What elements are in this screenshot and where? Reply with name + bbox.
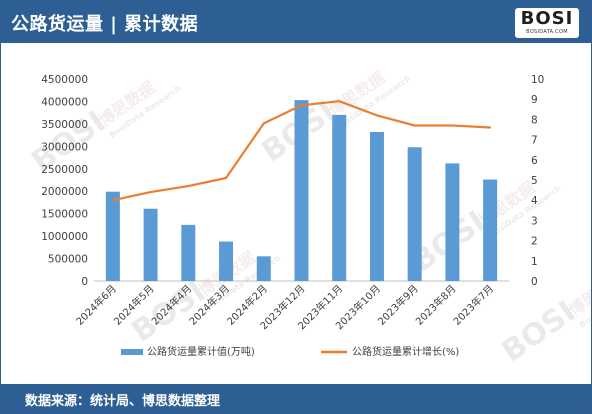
line-point <box>300 104 303 107</box>
footer-bar: 数据来源：统计局、博思数据整理 <box>1 384 591 413</box>
line-point <box>375 114 378 117</box>
y-left-tick-label: 4500000 <box>41 74 88 86</box>
bar <box>181 224 196 281</box>
y-right-tick-label: 10 <box>531 74 544 86</box>
bar <box>294 100 309 281</box>
bar <box>256 256 271 281</box>
y-right-tick-label: 4 <box>531 195 538 207</box>
bar <box>332 114 347 282</box>
x-tick-label: 2023年7月 <box>450 282 496 328</box>
y-right-tick-label: 5 <box>531 175 538 187</box>
bar <box>143 208 158 281</box>
legend-bar-label: 公路货运量累计值(万吨) <box>147 345 255 358</box>
line-point <box>111 199 114 202</box>
logo-subtext: BOSIDATA.COM <box>526 29 568 35</box>
y-right-tick-label: 0 <box>531 276 538 288</box>
y-left-tick-label: 3000000 <box>41 141 88 153</box>
line-point <box>413 124 416 127</box>
legend-line-label: 公路货运量累计增长(%) <box>352 345 459 358</box>
y-right-tick-label: 2 <box>531 236 538 248</box>
page-title: 公路货运量 | 累计数据 <box>11 14 199 35</box>
line-point <box>149 191 152 194</box>
y-left-tick-label: 2500000 <box>41 164 88 176</box>
brand-logo: BOSI BOSIDATA.COM <box>515 8 579 38</box>
y-right-tick-label: 9 <box>531 94 538 106</box>
header-bar: 公路货运量 | 累计数据 BOSI BOSIDATA.COM <box>1 1 591 43</box>
line-point <box>225 176 228 179</box>
chart-legend: 公路货运量累计值(万吨) 公路货运量累计增长(%) <box>121 345 459 358</box>
y-left-tick-label: 0 <box>81 276 88 288</box>
y-left-tick-label: 1000000 <box>41 231 88 243</box>
line-point <box>451 124 454 127</box>
line-point <box>489 126 492 129</box>
legend-bar-swatch <box>121 349 143 355</box>
y-left-tick-label: 2000000 <box>41 186 88 198</box>
logo-text: BOSI <box>520 8 574 29</box>
y-right-tick-label: 7 <box>531 135 538 147</box>
line-point <box>338 100 341 103</box>
line-point <box>187 185 190 188</box>
y-right-tick-label: 8 <box>531 114 538 126</box>
bar-series <box>105 100 498 282</box>
bar <box>483 179 498 281</box>
bar <box>445 163 460 281</box>
y-left-tick-label: 4000000 <box>41 96 88 108</box>
y-left-tick-label: 1500000 <box>41 209 88 221</box>
bar <box>219 241 234 281</box>
bar <box>369 131 384 281</box>
y-left-tick-label: 500000 <box>48 254 88 266</box>
y-left-tick-label: 3500000 <box>41 119 88 131</box>
bar <box>105 191 120 281</box>
chart-axes: 0 500000 1000000 1500000 2000000 2500000 30000… <box>41 74 544 288</box>
data-source: 数据来源：统计局、博思数据整理 <box>25 394 221 409</box>
y-right-tick-label: 6 <box>531 155 538 167</box>
bar <box>407 147 422 281</box>
line-point <box>262 122 265 125</box>
line-series <box>111 100 492 202</box>
y-right-tick-label: 1 <box>531 256 538 268</box>
y-right-tick-label: 3 <box>531 215 538 227</box>
